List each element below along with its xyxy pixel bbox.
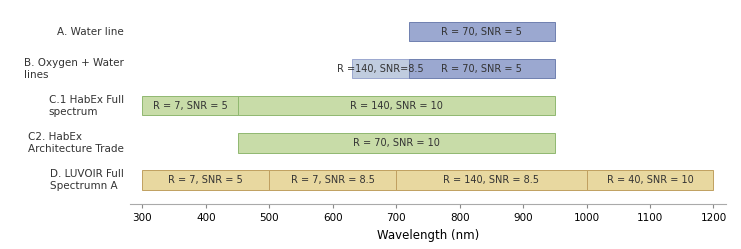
X-axis label: Wavelength (nm): Wavelength (nm) (377, 229, 479, 242)
Text: R = 70, SNR = 5: R = 70, SNR = 5 (442, 27, 522, 37)
Text: C2. HabEx
Architecture Trade: C2. HabEx Architecture Trade (28, 132, 124, 154)
Bar (238, 96, 555, 116)
Text: D. LUVOIR Full
Spectrumn A: D. LUVOIR Full Spectrumn A (50, 169, 124, 191)
Text: R = 7, SNR = 8.5: R = 7, SNR = 8.5 (290, 175, 375, 185)
Text: R = 7, SNR = 5: R = 7, SNR = 5 (153, 101, 227, 111)
Text: R = 7, SNR = 5: R = 7, SNR = 5 (168, 175, 243, 185)
Bar (409, 59, 555, 78)
Text: A. Water line: A. Water line (57, 27, 124, 37)
Bar (352, 59, 409, 78)
Text: R = 70, SNR = 10: R = 70, SNR = 10 (353, 138, 439, 148)
Bar (587, 170, 714, 190)
Text: B. Oxygen + Water
lines: B. Oxygen + Water lines (24, 58, 124, 79)
Bar (238, 133, 555, 153)
Bar (269, 170, 396, 190)
Bar (409, 22, 555, 41)
Bar (142, 170, 269, 190)
Text: R = 140, SNR = 10: R = 140, SNR = 10 (350, 101, 442, 111)
Bar (142, 96, 238, 116)
Text: R = 140, SNR = 8.5: R = 140, SNR = 8.5 (443, 175, 539, 185)
Text: R =140, SNR=8.5: R =140, SNR=8.5 (337, 64, 424, 74)
Text: C.1 HabEx Full
spectrum: C.1 HabEx Full spectrum (49, 95, 124, 117)
Bar (396, 170, 587, 190)
Text: R = 40, SNR = 10: R = 40, SNR = 10 (607, 175, 694, 185)
Text: R = 70, SNR = 5: R = 70, SNR = 5 (442, 64, 522, 74)
